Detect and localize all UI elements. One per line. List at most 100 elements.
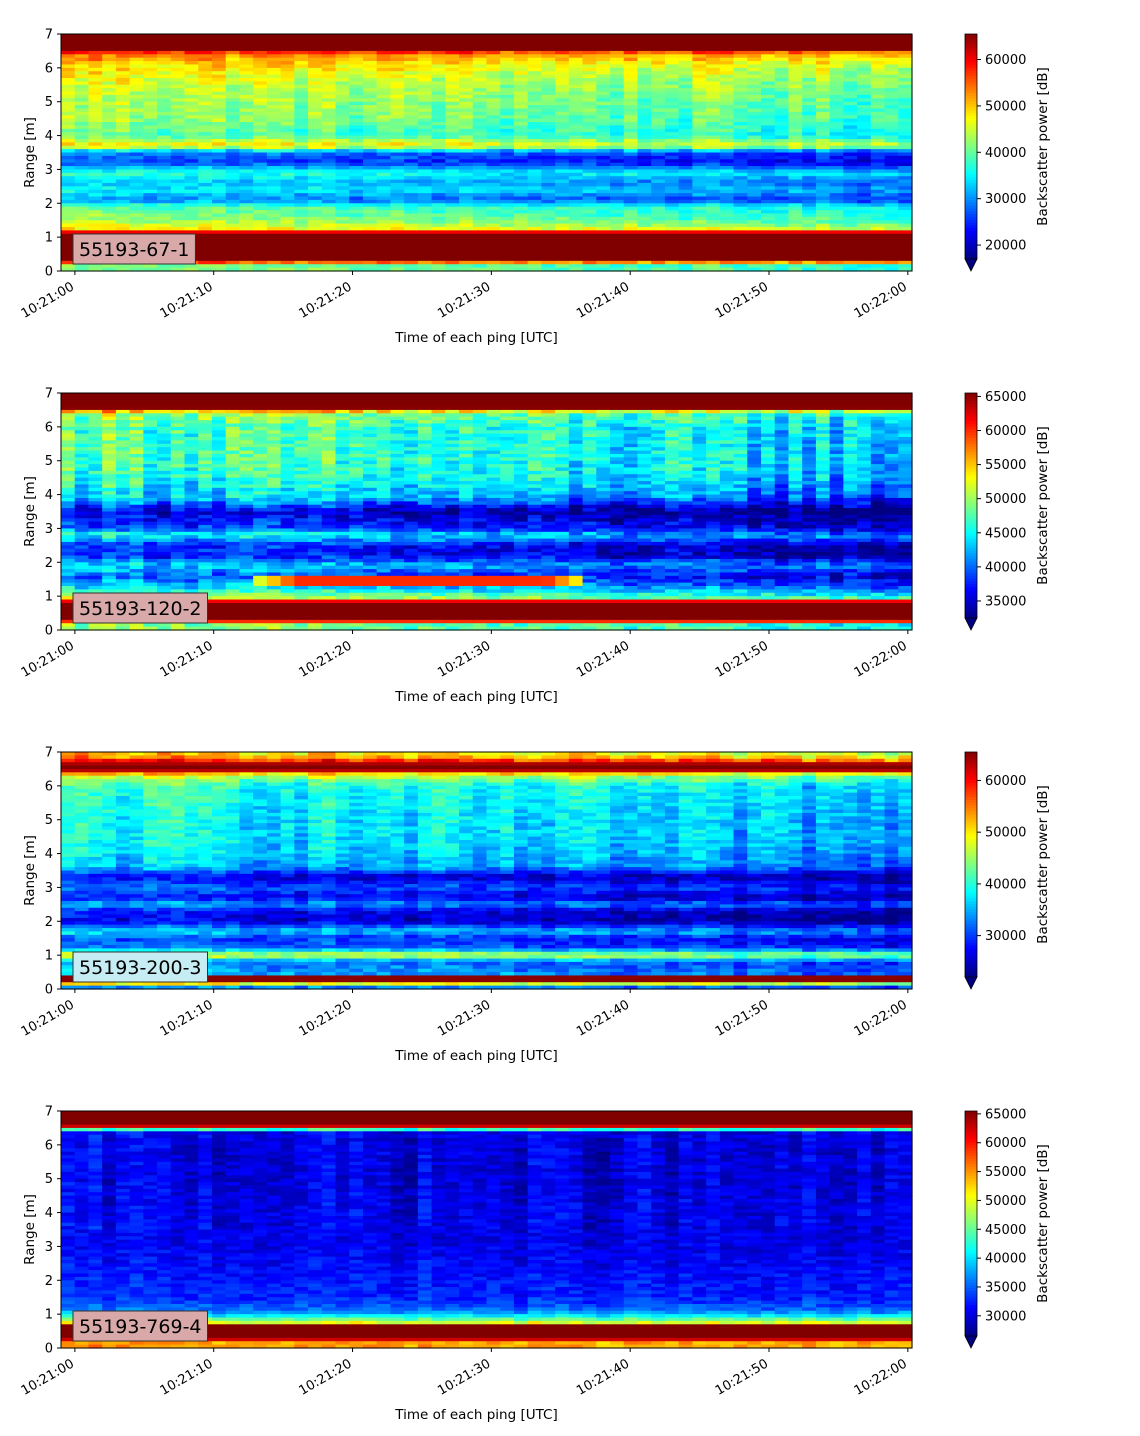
heatmap-cell <box>857 145 872 150</box>
heatmap-cell <box>74 433 90 438</box>
heatmap-cell <box>596 166 611 171</box>
heatmap-cell <box>61 179 76 184</box>
heatmap-cell <box>500 213 515 218</box>
heatmap-cell <box>500 206 515 211</box>
heatmap-cell <box>184 81 199 86</box>
heatmap-cell <box>266 84 282 89</box>
heatmap-cell <box>308 149 323 154</box>
heatmap-cell <box>129 548 144 553</box>
heatmap-cell <box>294 108 309 113</box>
heatmap-cell <box>88 443 103 448</box>
heatmap-cell <box>582 34 597 38</box>
heatmap-cell <box>294 179 309 184</box>
heatmap-cell <box>61 250 76 255</box>
heatmap-cell <box>719 37 735 42</box>
heatmap-cell <box>115 487 131 492</box>
heatmap-cell <box>294 254 309 259</box>
heatmap-cell <box>472 47 488 52</box>
heatmap-cell <box>349 108 364 113</box>
heatmap-cell <box>843 203 858 208</box>
heatmap-cell <box>157 105 172 110</box>
heatmap-cell <box>541 149 556 154</box>
heatmap-cell <box>459 135 474 140</box>
heatmap-cell <box>568 81 584 86</box>
heatmap-cell <box>266 37 282 42</box>
heatmap-cell <box>486 193 501 198</box>
heatmap-cell <box>486 243 501 248</box>
heatmap-cell <box>308 78 323 82</box>
heatmap-cell <box>898 111 913 116</box>
heatmap-cell <box>733 71 748 76</box>
heatmap-cell <box>829 61 844 66</box>
heatmap-cell <box>719 179 735 184</box>
heatmap-cell <box>74 504 90 509</box>
heatmap-cell <box>61 172 76 177</box>
heatmap-cell <box>321 233 337 238</box>
heatmap-cell <box>733 220 748 225</box>
heatmap-cell <box>513 105 529 110</box>
heatmap-cell <box>198 233 213 238</box>
heatmap-cell <box>884 84 899 89</box>
heatmap-cell <box>417 254 433 259</box>
heatmap-cell <box>349 213 364 218</box>
heatmap-cell <box>651 230 666 235</box>
heatmap-cell <box>266 189 282 194</box>
colorbar-segment <box>965 42 977 46</box>
heatmap-cell <box>513 37 529 42</box>
heatmap-cell <box>706 233 721 238</box>
heatmap-cell <box>308 267 323 272</box>
heatmap-cell <box>513 182 529 187</box>
heatmap-cell <box>761 108 776 113</box>
heatmap-cell <box>61 602 76 607</box>
heatmap-cell <box>843 257 858 262</box>
heatmap-cell <box>596 196 611 201</box>
heatmap-cell <box>253 132 268 137</box>
heatmap-cell <box>761 47 776 52</box>
heatmap-cell <box>239 54 254 59</box>
heatmap-cell <box>280 260 295 265</box>
heatmap-cell <box>74 579 90 584</box>
heatmap-cell <box>362 237 378 242</box>
heatmap-cell <box>335 64 350 69</box>
heatmap-cell <box>857 108 872 113</box>
heatmap-cell <box>582 193 597 198</box>
heatmap-cell <box>884 210 899 215</box>
heatmap-cell <box>102 484 117 489</box>
heatmap-cell <box>253 78 268 82</box>
heatmap-cell <box>335 44 350 49</box>
heatmap-cell <box>898 122 913 127</box>
heatmap-cell <box>115 548 131 553</box>
heatmap-cell <box>88 396 103 401</box>
heatmap-cell <box>596 67 611 72</box>
heatmap-cell <box>870 132 886 137</box>
heatmap-cell <box>198 260 213 265</box>
heatmap-cell <box>500 179 515 184</box>
heatmap-cell <box>211 91 227 96</box>
heatmap-cell <box>802 115 817 120</box>
heatmap-cell <box>651 40 666 45</box>
heatmap-cell <box>870 128 886 133</box>
heatmap-cell <box>376 233 392 238</box>
heatmap-cell <box>610 257 625 262</box>
heatmap-cell <box>582 50 597 55</box>
heatmap-cell <box>404 223 419 228</box>
heatmap-cell <box>294 155 309 160</box>
heatmap-cell <box>88 230 103 235</box>
heatmap-cell <box>747 240 762 245</box>
heatmap-cell <box>692 44 707 49</box>
heatmap-cell <box>733 267 748 272</box>
heatmap-cell <box>184 84 199 89</box>
heatmap-cell <box>417 267 433 272</box>
heatmap-cell <box>500 128 515 133</box>
heatmap-cell <box>541 108 556 113</box>
heatmap-cell <box>390 37 405 42</box>
heatmap-cell <box>376 169 392 174</box>
heatmap-cell <box>555 47 570 52</box>
heatmap-cell <box>486 237 501 242</box>
heatmap-cell <box>678 101 693 106</box>
heatmap-cell <box>459 179 474 184</box>
heatmap-cell <box>774 169 790 174</box>
heatmap-cell <box>88 423 103 428</box>
heatmap-cell <box>225 64 241 69</box>
heatmap-cell <box>582 67 597 72</box>
